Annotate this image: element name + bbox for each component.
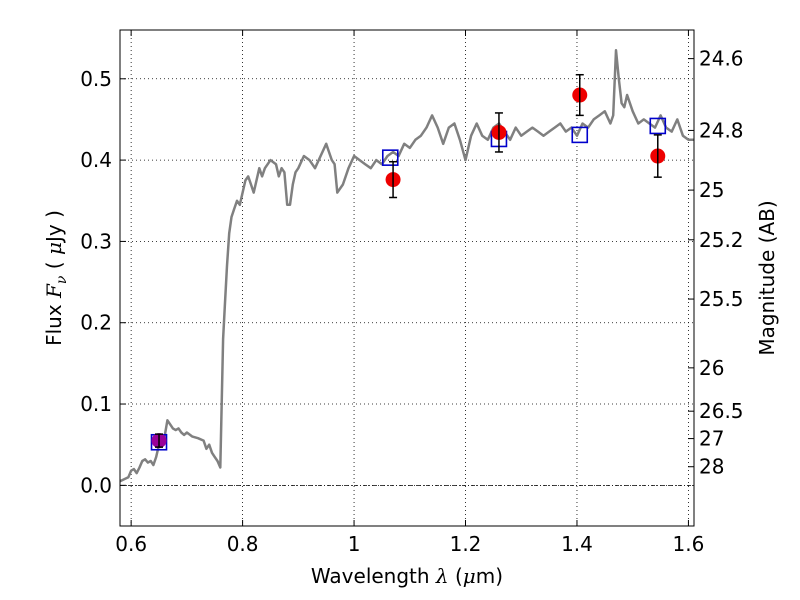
right-tick-label: 25.5 — [699, 287, 744, 311]
right-tick-label: 26.5 — [699, 399, 744, 423]
x-axis-label-m: m) — [476, 564, 503, 588]
x-tick-label: 0.6 — [115, 532, 147, 556]
x-axis-label-unit: ( — [449, 564, 463, 588]
right-tick-label: 26 — [699, 356, 724, 380]
x-axis-label-text: Wavelength — [311, 564, 436, 588]
y-axis-label: Flux Fν ( μJy ) — [42, 210, 70, 346]
right-tick-label: 27 — [699, 427, 724, 451]
x-axis-label-lambda: λ — [435, 564, 449, 588]
right-tick-label: 24.6 — [699, 47, 744, 71]
model-point — [381, 149, 399, 166]
y-tick-label: 0.4 — [80, 148, 112, 172]
y-axis-label-unit: Jy ) — [42, 210, 66, 244]
right-tick-label: 25.2 — [699, 228, 744, 252]
plot-frame — [119, 29, 695, 527]
x-tick-label: 0.8 — [227, 532, 259, 556]
y-tick-label: 0.1 — [80, 392, 112, 416]
x-tick-label: 1.4 — [561, 532, 593, 556]
model-point — [649, 117, 667, 135]
right-tick-label: 24.8 — [699, 118, 744, 142]
y-axis-label-nu: ν — [54, 275, 70, 284]
y-axis-label-F: F — [42, 283, 66, 299]
x-tick-label: 1 — [348, 532, 361, 556]
y-axis-label-flux: Flux — [42, 298, 66, 346]
right-tick-label: 25 — [699, 178, 724, 202]
y-tick-label: 0.2 — [80, 311, 112, 335]
y-axis-label-mu: μ — [42, 242, 66, 255]
y-tick-label: 0.3 — [80, 229, 112, 253]
model-point — [571, 126, 589, 144]
ticks: 0.6 0.8 1 1.2 1.4 1.6 0.0 0.1 0.2 0.3 0.4 0.5 24.6 24… — [80, 30, 744, 556]
x-axis-label-mu: μ — [463, 564, 476, 588]
y-axis-label-open: ( — [42, 255, 66, 276]
y-tick-label: 0.0 — [80, 473, 112, 497]
x-axis-label: Wavelength λ (μm) — [311, 564, 503, 588]
x-tick-label: 1.2 — [450, 532, 482, 556]
y-tick-label: 0.5 — [80, 67, 112, 91]
right-tick-label: 28 — [699, 455, 724, 479]
plot-area — [119, 49, 694, 483]
x-tick-label: 1.6 — [673, 532, 705, 556]
grid — [120, 30, 694, 526]
right-axis-label: Magnitude (AB) — [755, 200, 779, 355]
